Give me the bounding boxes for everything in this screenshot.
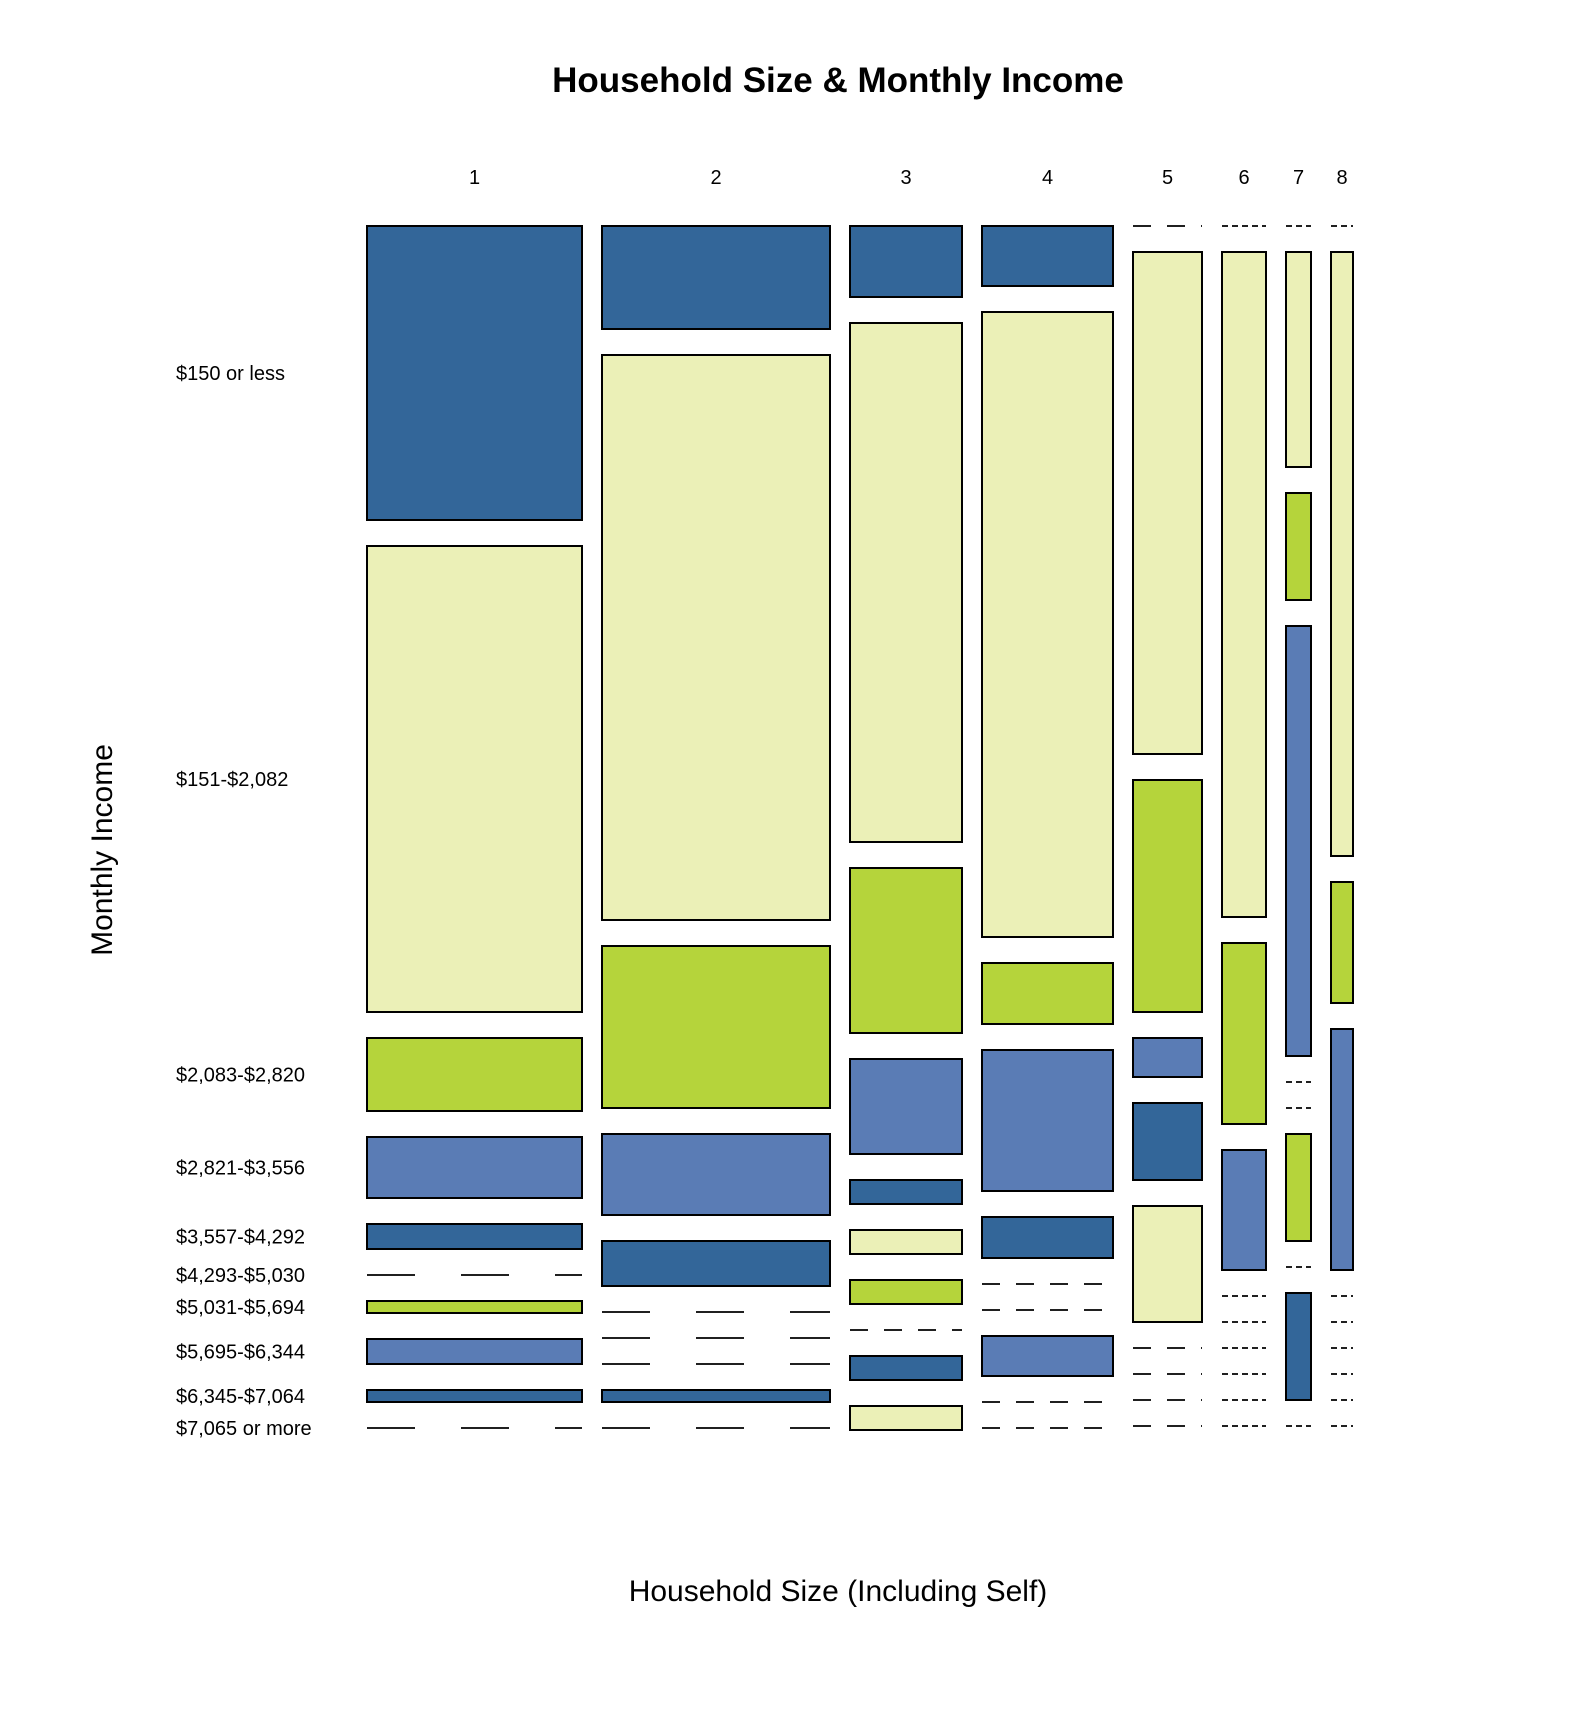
x-tick-label: 7	[1293, 167, 1304, 189]
x-tick-label: 5	[1162, 167, 1173, 189]
y-tick-label: $7,065 or more	[176, 1418, 312, 1440]
y-tick-label: $3,557-$4,292	[176, 1227, 305, 1249]
y-tick-label: $151-$2,082	[176, 769, 288, 791]
mosaic-tile-7-2-083-2-820	[1285, 492, 1312, 601]
mosaic-tile-1-6-345-7-064	[366, 1389, 583, 1403]
mosaic-tile-8-2-083-2-820	[1330, 881, 1354, 1004]
mosaic-tile-1-151-2-082	[366, 545, 583, 1013]
mosaic-tile-2-3-557-4-292	[601, 1240, 831, 1287]
x-axis-title: Household Size (Including Self)	[629, 1575, 1048, 1608]
y-tick-label: $5,031-$5,694	[176, 1297, 305, 1319]
mosaic-tile-2-150-or-less	[601, 225, 831, 330]
mosaic-tile-7-151-2-082	[1285, 251, 1312, 468]
mosaic-tile-5-4-293-5-030	[1132, 1205, 1203, 1323]
mosaic-tile-6-151-2-082	[1221, 251, 1267, 918]
mosaic-tile-4-2-821-3-556	[981, 1049, 1114, 1192]
chart-title: Household Size & Monthly Income	[552, 61, 1124, 100]
mosaic-tile-3-4-293-5-030	[849, 1229, 963, 1255]
x-tick-labels: 1 2 3 4 5 6 7 8	[469, 167, 1348, 189]
y-tick-label: $5,695-$6,344	[176, 1342, 305, 1364]
mosaic-tile-2-2-821-3-556	[601, 1133, 831, 1216]
mosaic-tile-1-5-695-6-344	[366, 1338, 583, 1365]
mosaic-tile-3-2-083-2-820	[849, 867, 963, 1034]
mosaic-tile-4-2-083-2-820	[981, 962, 1114, 1025]
mosaic-tile-4-3-557-4-292	[981, 1216, 1114, 1259]
mosaic-tile-1-5-031-5-694	[366, 1300, 583, 1314]
mosaic-tile-1-2-821-3-556	[366, 1136, 583, 1199]
y-tick-label: $150 or less	[176, 363, 285, 385]
mosaic-tile-5-2-083-2-820	[1132, 779, 1203, 1013]
mosaic-tile-5-2-821-3-556	[1132, 1037, 1203, 1078]
mosaic-tile-4-151-2-082	[981, 311, 1114, 938]
mosaic-tile-4-5-695-6-344	[981, 1335, 1114, 1377]
x-tick-label: 8	[1336, 167, 1347, 189]
mosaic-tile-3-5-031-5-694	[849, 1279, 963, 1305]
x-tick-label: 6	[1238, 167, 1249, 189]
x-tick-label: 1	[469, 167, 480, 189]
mosaic-tile-3-3-557-4-292	[849, 1179, 963, 1205]
y-tick-label: $2,083-$2,820	[176, 1065, 305, 1087]
mosaic-tile-3-6-345-7-064	[849, 1355, 963, 1381]
mosaic-tile-3-2-821-3-556	[849, 1058, 963, 1155]
x-tick-label: 3	[900, 167, 911, 189]
y-tick-label: $6,345-$7,064	[176, 1386, 305, 1408]
mosaic-tile-4-150-or-less	[981, 225, 1114, 287]
mosaic-tile-6-2-083-2-820	[1221, 942, 1267, 1125]
mosaic-tile-3-150-or-less	[849, 225, 963, 298]
mosaic-tile-1-150-or-less	[366, 225, 583, 521]
mosaic-tile-8-2-821-3-556	[1330, 1028, 1354, 1271]
mosaic-tile-7-2-821-3-556	[1285, 625, 1312, 1057]
y-tick-label: $2,821-$3,556	[176, 1158, 305, 1180]
mosaic-tile-2-2-083-2-820	[601, 945, 831, 1109]
mosaic-tile-5-151-2-082	[1132, 251, 1203, 755]
mosaic-tile-7-6-345-7-064	[1285, 1292, 1312, 1401]
x-tick-label: 4	[1042, 167, 1053, 189]
x-tick-label: 2	[710, 167, 721, 189]
mosaic-tiles	[366, 225, 1354, 1431]
mosaic-tile-2-151-2-082	[601, 354, 831, 921]
mosaic-tile-7-5-031-5-694	[1285, 1133, 1312, 1242]
mosaic-tile-6-2-821-3-556	[1221, 1149, 1267, 1271]
y-tick-label: $4,293-$5,030	[176, 1265, 305, 1287]
mosaic-tile-3-7-065-or-more	[849, 1405, 963, 1431]
mosaic-tile-1-3-557-4-292	[366, 1223, 583, 1250]
mosaic-tile-5-3-557-4-292	[1132, 1102, 1203, 1181]
mosaic-tile-1-2-083-2-820	[366, 1037, 583, 1112]
y-axis-title: Monthly Income	[86, 744, 119, 956]
mosaic-tile-3-151-2-082	[849, 322, 963, 843]
y-tick-labels: $150 or less $151-$2,082 $2,083-$2,820 $2,8…	[176, 363, 312, 1440]
mosaic-tile-2-6-345-7-064	[601, 1389, 831, 1403]
mosaic-tile-8-151-2-082	[1330, 251, 1354, 857]
